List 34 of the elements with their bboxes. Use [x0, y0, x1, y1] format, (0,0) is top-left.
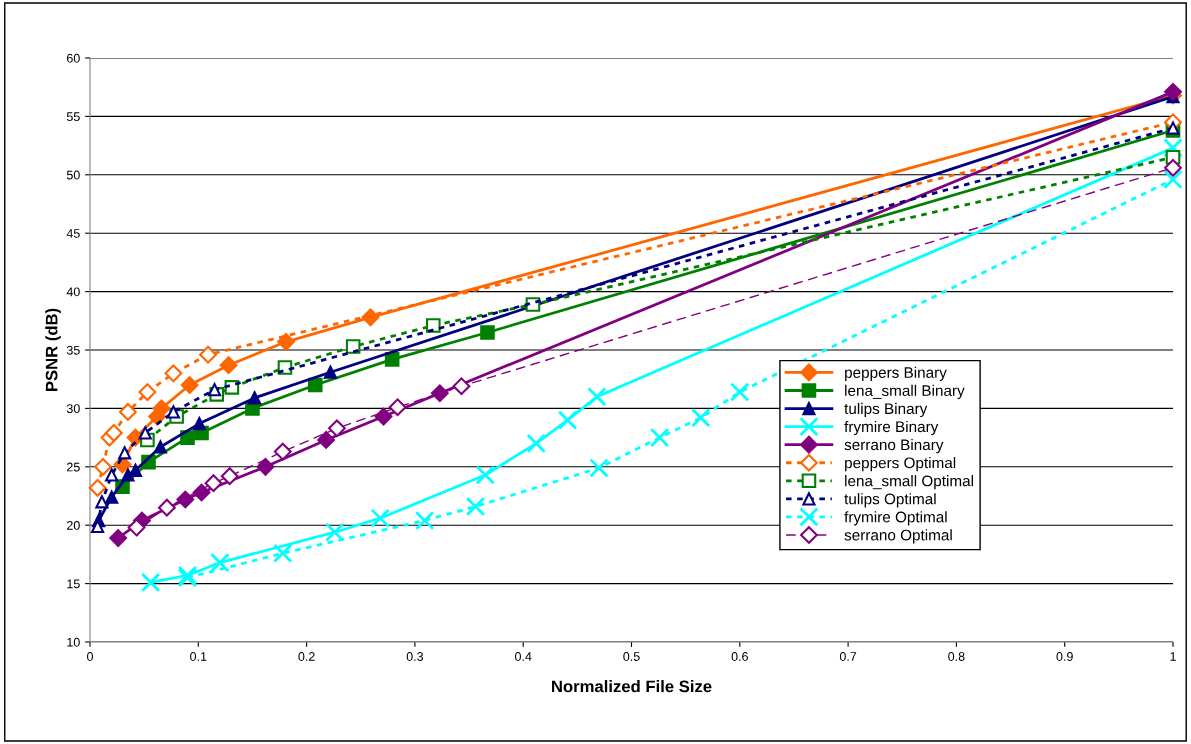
y-tick-label: 45	[66, 229, 80, 238]
legend-label: tulips Optimal	[844, 493, 936, 508]
y-tick-label: 55	[66, 112, 80, 122]
x-tick-label: 0.8	[948, 652, 965, 661]
y-tick-label: 15	[67, 579, 80, 589]
y-tick-label: 20	[67, 521, 80, 530]
legend-label: frymire Binary	[844, 420, 939, 436]
x-tick-label: 0.5	[623, 652, 640, 661]
legend-label: serrano Binary	[844, 438, 944, 454]
y-tick-label: 60	[67, 53, 80, 63]
x-tick-label: 0.7	[839, 652, 857, 661]
legend-label: tulips Binary	[844, 402, 928, 418]
x-tick-label: 0.6	[731, 652, 748, 661]
x-tick-label: 0	[87, 652, 93, 661]
y-tick-label: 10	[67, 637, 80, 647]
y-tick-label: 35	[66, 345, 80, 355]
legend-label: lena_small Optimal	[845, 475, 973, 490]
legend-label: peppers Optimal	[845, 457, 956, 472]
y-axis-title: PSNR (dB)	[45, 308, 61, 392]
y-tick-label: 30	[66, 404, 80, 414]
x-axis-title: Normalized File Size	[552, 680, 712, 693]
x-tick-label: 0.9	[1056, 652, 1073, 661]
x-tick-label: 0.1	[190, 652, 207, 661]
legend-label: serrano Optimal	[844, 529, 952, 544]
y-tick-label: 25	[67, 462, 80, 472]
y-tick-label: 50	[66, 170, 80, 180]
x-tick-label: 0.4	[515, 652, 532, 661]
y-tick-label: 40	[66, 287, 80, 297]
x-tick-label: 0.3	[406, 652, 424, 661]
x-tick-label: 1	[1170, 652, 1176, 661]
legend-label: frymire Optimal	[844, 511, 947, 526]
x-tick-label: 0.2	[298, 652, 315, 661]
legend-label: peppers Binary	[845, 366, 947, 381]
legend-label: lena_small Binary	[845, 384, 965, 400]
